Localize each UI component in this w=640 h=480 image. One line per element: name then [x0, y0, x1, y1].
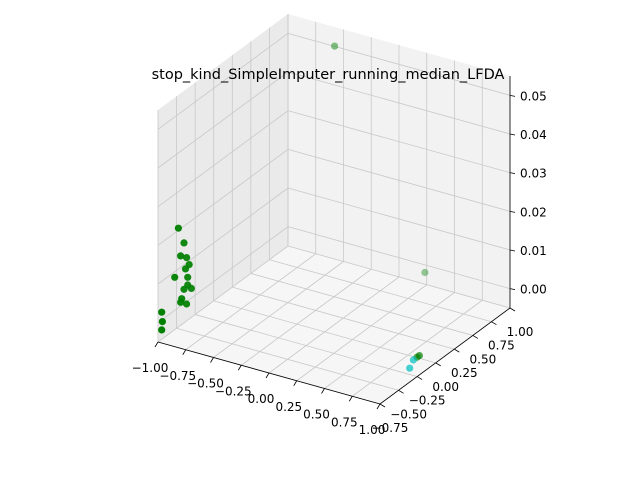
y-gridline: [269, 259, 492, 323]
z-axis-ticks: 0.00 0.01 0.02 0.03 0.04 0.05: [509, 89, 547, 297]
scatter-point: [174, 224, 182, 232]
z-tick-mark: [509, 172, 516, 175]
scatter-point: [181, 265, 190, 273]
y-axis-line: [379, 307, 511, 405]
scatter-point: [171, 273, 179, 281]
y-tick-mark: [472, 335, 479, 339]
y-gridline: [250, 273, 473, 336]
y-tick-label: 1.00: [507, 325, 534, 339]
y-axis-ticks: −0.75−0.50−0.250.000.250.500.751.00: [372, 307, 534, 435]
scatter-point: [421, 268, 429, 277]
x-gridline: [213, 261, 344, 358]
x-tick-mark: [182, 349, 187, 355]
z-gridline: [157, 33, 289, 130]
x-tick-mark: [265, 372, 270, 379]
z-tick-label: 0.04: [520, 128, 547, 142]
chart-title: stop_kind_SimpleImputer_running_median_L…: [152, 67, 505, 83]
x-tick-label: −1.00: [132, 361, 169, 375]
scatter-point: [177, 252, 185, 260]
scatter-point: [180, 285, 188, 293]
y-tick-mark: [379, 403, 386, 408]
z-tick-mark: [509, 210, 516, 213]
y-tick-mark: [398, 389, 404, 394]
z-gridline: [287, 187, 511, 251]
x-gridline: [157, 245, 289, 343]
z-tick-mark: [509, 94, 516, 97]
scatter-point: [177, 298, 185, 306]
x-tick-label: 1.00: [359, 423, 386, 437]
z-gridline: [287, 148, 511, 212]
x-tick-label: −0.75: [159, 369, 196, 383]
z-gridline: [287, 71, 511, 135]
z-tick-label: 0.01: [520, 244, 547, 258]
scatter-point: [184, 273, 192, 281]
y-tick-mark: [416, 376, 423, 380]
scatter-point: [183, 254, 191, 262]
y-tick-mark: [509, 307, 516, 312]
scatter-points: [158, 42, 429, 372]
x-gridline: [324, 292, 455, 389]
y-tick-mark: [491, 321, 497, 326]
y-gridline: [176, 327, 399, 391]
scatter-point: [158, 318, 166, 326]
x-gridline: [185, 253, 316, 351]
scatter-point: [183, 300, 191, 308]
z-gridline: [157, 187, 289, 285]
z-gridline: [287, 226, 511, 290]
x-tick-mark: [376, 403, 381, 410]
z-gridline: [157, 110, 289, 207]
y-tick-label: 0.75: [488, 339, 515, 353]
x-tick-label: 0.00: [248, 392, 275, 406]
x-tick-label: −0.25: [215, 384, 252, 398]
x-tick-label: 0.75: [331, 415, 358, 429]
x-tick-mark: [293, 380, 298, 386]
scatter-point: [409, 356, 417, 364]
x-axis-ticks: −1.00−0.75−0.50−0.250.000.250.500.751.00: [132, 341, 386, 437]
z-gridline: [287, 32, 511, 96]
z-tick-mark: [509, 249, 516, 252]
y-tick-label: 0.25: [451, 366, 478, 380]
z-gridline: [157, 71, 289, 169]
y-tick-label: 0.00: [432, 380, 459, 394]
z-tick-label: 0.02: [520, 205, 547, 219]
y-gridline: [213, 300, 436, 364]
z-tick-mark: [509, 133, 516, 136]
x-tick-label: 0.25: [275, 400, 302, 414]
z-tick-label: 0.00: [520, 283, 547, 297]
scatter-point: [158, 308, 166, 316]
scatter-point: [158, 326, 166, 334]
y-tick-mark: [435, 362, 441, 367]
z-gridline: [157, 226, 289, 323]
z-tick-mark: [509, 288, 516, 291]
x-gridline: [352, 299, 483, 397]
y-tick-label: 0.50: [470, 352, 497, 366]
z-tick-label: 0.05: [520, 89, 547, 103]
scatter-point: [180, 239, 188, 247]
y-tick-label: −0.75: [372, 421, 409, 435]
y-gridline: [287, 245, 511, 309]
y-tick-label: −0.50: [390, 407, 427, 421]
y-tick-label: −0.25: [409, 394, 446, 408]
x-gridline: [296, 284, 427, 382]
x-tick-mark: [154, 341, 159, 348]
x-tick-mark: [348, 396, 353, 402]
y-gridline: [232, 286, 455, 350]
x-tick-label: −0.50: [187, 377, 224, 391]
x-gridline: [241, 268, 372, 366]
x-tick-label: 0.50: [303, 408, 330, 422]
x-tick-mark: [237, 365, 242, 371]
scatter-point: [331, 42, 339, 50]
x-gridline: [268, 276, 400, 374]
scatter-point: [406, 364, 414, 372]
z-gridline: [287, 110, 511, 174]
y-gridline: [195, 314, 418, 377]
x-tick-mark: [210, 357, 214, 363]
x-tick-mark: [321, 388, 325, 394]
y-tick-mark: [454, 348, 460, 353]
z-tick-label: 0.03: [520, 167, 547, 181]
